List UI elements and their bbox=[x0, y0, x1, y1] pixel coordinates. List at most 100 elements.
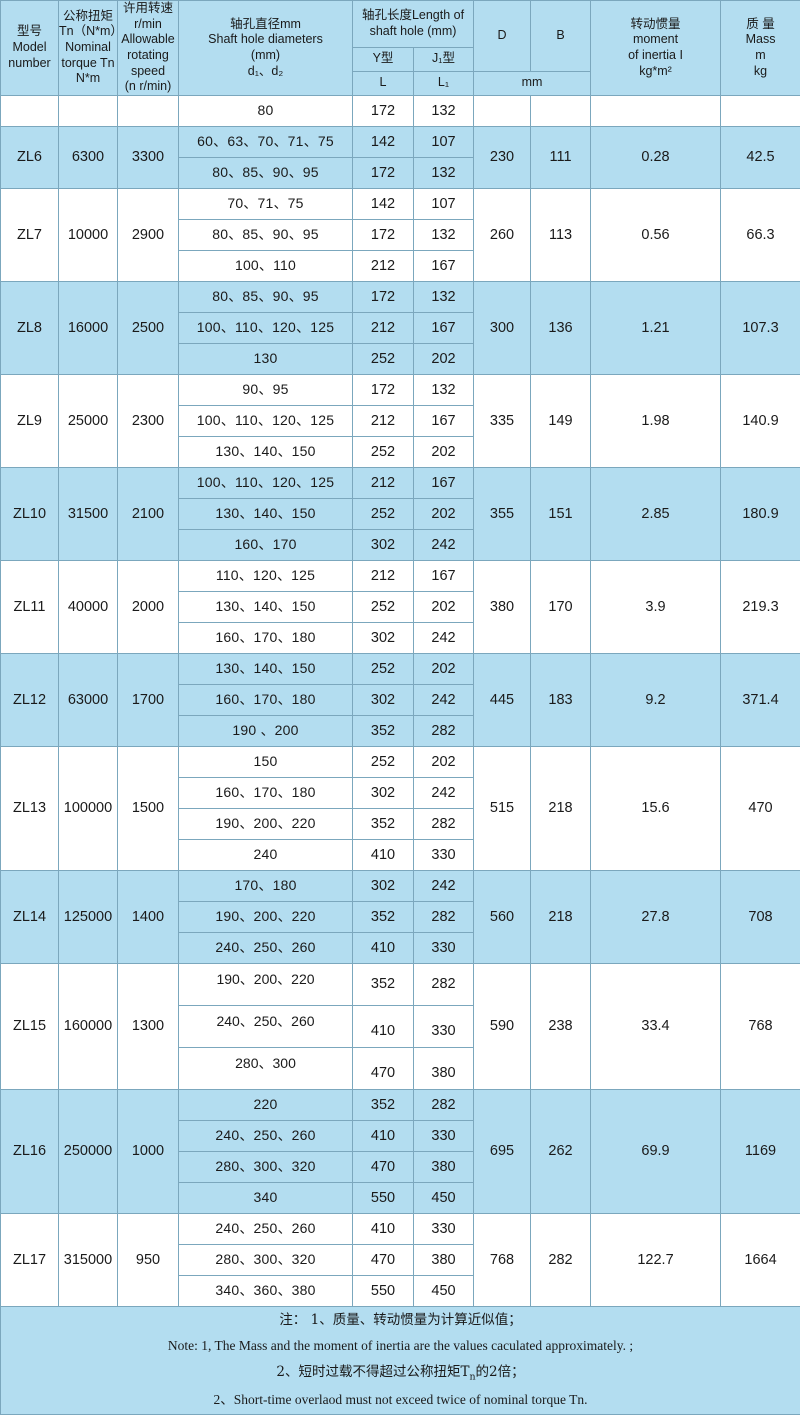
cell-length-l1: 380 bbox=[414, 1244, 474, 1275]
cell-length-l1: 242 bbox=[414, 870, 474, 901]
cell-length-l: 470 bbox=[353, 1047, 414, 1089]
cell-moment-of-inertia: 1.21 bbox=[591, 281, 721, 374]
cell-allowable-speed: 2900 bbox=[118, 188, 179, 281]
cell-diameter-d: 260 bbox=[474, 188, 531, 281]
cell-length-l: 352 bbox=[353, 901, 414, 932]
cell-moment-of-inertia: 69.9 bbox=[591, 1089, 721, 1213]
cell-shaft-hole-diameter: 130、140、150 bbox=[179, 591, 353, 622]
cell-length-l: 212 bbox=[353, 467, 414, 498]
cell-length-l: 352 bbox=[353, 808, 414, 839]
header-length-cn-en: 轴孔长度Length of bbox=[353, 8, 473, 24]
cell-length-l: 142 bbox=[353, 126, 414, 157]
cell-mass: 708 bbox=[721, 870, 800, 963]
cell-shaft-hole-diameter: 60、63、70、71、75 bbox=[179, 126, 353, 157]
cell-nominal-torque: 250000 bbox=[59, 1089, 118, 1213]
cell-shaft-hole-diameter: 80、85、90、95 bbox=[179, 219, 353, 250]
cell-mass: 768 bbox=[721, 963, 800, 1089]
cell-length-l: 252 bbox=[353, 436, 414, 467]
cell-diameter-d: 515 bbox=[474, 746, 531, 870]
cell-diameter-d: 445 bbox=[474, 653, 531, 746]
cell-model-number: ZL10 bbox=[1, 467, 59, 560]
cell-length-l: 302 bbox=[353, 684, 414, 715]
header-torque-en2: torque Tn bbox=[59, 56, 117, 72]
header-torque-cn: 公称扭矩 bbox=[59, 9, 117, 25]
header-speed-unit: r/min bbox=[118, 17, 178, 33]
header-diameter-cn: 轴孔直径mm bbox=[179, 17, 352, 33]
cell-moment-of-inertia: 0.28 bbox=[591, 126, 721, 188]
cell-width-b: 218 bbox=[531, 870, 591, 963]
cell-length-l: 172 bbox=[353, 95, 414, 126]
cell-shaft-hole-diameter: 280、300、320 bbox=[179, 1244, 353, 1275]
cell-moment-of-inertia: 122.7 bbox=[591, 1213, 721, 1306]
cell-nominal-torque: 100000 bbox=[59, 746, 118, 870]
cell-length-l: 252 bbox=[353, 653, 414, 684]
header-speed-en3: speed bbox=[118, 64, 178, 80]
cell-moment-of-inertia bbox=[591, 95, 721, 126]
cell-mass: 107.3 bbox=[721, 281, 800, 374]
cell-shaft-hole-diameter: 190 、200 bbox=[179, 715, 353, 746]
header-model-number: 型号 Model number bbox=[1, 1, 59, 96]
cell-length-l: 302 bbox=[353, 870, 414, 901]
cell-length-l1: 330 bbox=[414, 1120, 474, 1151]
cell-shaft-hole-diameter: 100、110、120、125 bbox=[179, 467, 353, 498]
cell-length-l: 470 bbox=[353, 1244, 414, 1275]
cell-length-l: 410 bbox=[353, 1005, 414, 1047]
header-model-en2: number bbox=[1, 56, 58, 72]
cell-allowable-speed: 1400 bbox=[118, 870, 179, 963]
note-line-4: 2、Short-time overlaod must not exceed tw… bbox=[1, 1387, 800, 1413]
cell-shaft-hole-diameter: 100、110、120、125 bbox=[179, 312, 353, 343]
cell-length-l1: 242 bbox=[414, 622, 474, 653]
cell-allowable-speed: 950 bbox=[118, 1213, 179, 1306]
note-line-3: 2、短时过载不得超过公称扭矩Tn的2倍； bbox=[1, 1359, 800, 1387]
cell-length-l1: 380 bbox=[414, 1047, 474, 1089]
cell-width-b: 183 bbox=[531, 653, 591, 746]
cell-allowable-speed: 1300 bbox=[118, 963, 179, 1089]
cell-length-l1: 380 bbox=[414, 1151, 474, 1182]
header-moment-of-inertia: 转动惯量 moment of inertia I kg*m² bbox=[591, 1, 721, 96]
cell-model-number bbox=[1, 95, 59, 126]
notes-cell: 注： 1、质量、转动惯量为计算近似值； Note: 1, The Mass an… bbox=[1, 1306, 800, 1414]
cell-length-l: 352 bbox=[353, 963, 414, 1005]
cell-shaft-hole-diameter: 240、250、260 bbox=[179, 932, 353, 963]
cell-diameter-d: 230 bbox=[474, 126, 531, 188]
cell-mass bbox=[721, 95, 800, 126]
header-mass-en2: m bbox=[721, 48, 800, 64]
cell-length-l: 172 bbox=[353, 157, 414, 188]
header-inertia-en1: moment bbox=[591, 32, 720, 48]
cell-shaft-hole-diameter: 130 bbox=[179, 343, 353, 374]
cell-length-l: 302 bbox=[353, 622, 414, 653]
cell-moment-of-inertia: 15.6 bbox=[591, 746, 721, 870]
cell-width-b: 282 bbox=[531, 1213, 591, 1306]
header-torque-en3: N*m bbox=[59, 71, 117, 87]
cell-width-b: 111 bbox=[531, 126, 591, 188]
cell-length-l: 302 bbox=[353, 529, 414, 560]
cell-length-l1: 132 bbox=[414, 95, 474, 126]
cell-mass: 219.3 bbox=[721, 560, 800, 653]
cell-diameter-d: 768 bbox=[474, 1213, 531, 1306]
cell-mass: 140.9 bbox=[721, 374, 800, 467]
cell-length-l1: 282 bbox=[414, 715, 474, 746]
cell-shaft-hole-diameter: 240、250、260 bbox=[179, 1120, 353, 1151]
cell-allowable-speed: 2500 bbox=[118, 281, 179, 374]
cell-length-l: 252 bbox=[353, 746, 414, 777]
cell-length-l: 212 bbox=[353, 560, 414, 591]
cell-shaft-hole-diameter: 150 bbox=[179, 746, 353, 777]
cell-diameter-d: 300 bbox=[474, 281, 531, 374]
cell-length-l: 172 bbox=[353, 374, 414, 405]
cell-length-l1: 202 bbox=[414, 746, 474, 777]
cell-mass: 1169 bbox=[721, 1089, 800, 1213]
notes-row: 注： 1、质量、转动惯量为计算近似值； Note: 1, The Mass an… bbox=[1, 1306, 800, 1414]
note-line-1: 注： 1、质量、转动惯量为计算近似值； bbox=[1, 1307, 800, 1333]
cell-shaft-hole-diameter: 280、300、320 bbox=[179, 1151, 353, 1182]
cell-shaft-hole-diameter: 80 bbox=[179, 95, 353, 126]
cell-width-b: 218 bbox=[531, 746, 591, 870]
cell-length-l: 550 bbox=[353, 1275, 414, 1306]
cell-allowable-speed: 2300 bbox=[118, 374, 179, 467]
header-symbol-l: L bbox=[353, 71, 414, 95]
